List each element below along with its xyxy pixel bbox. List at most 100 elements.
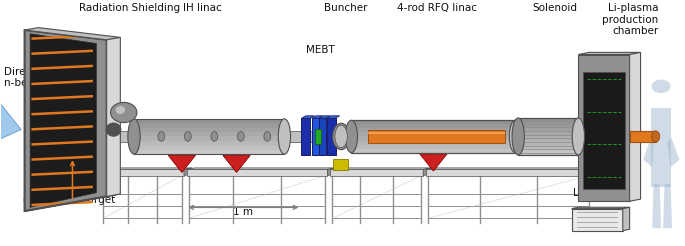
Polygon shape [578,52,640,55]
Ellipse shape [211,132,218,141]
FancyBboxPatch shape [315,129,321,144]
Polygon shape [327,116,340,118]
FancyBboxPatch shape [426,169,590,176]
Polygon shape [0,95,21,142]
Polygon shape [652,184,661,228]
FancyBboxPatch shape [186,169,327,176]
Polygon shape [312,116,323,118]
FancyBboxPatch shape [351,148,515,153]
FancyBboxPatch shape [351,144,515,149]
Polygon shape [301,116,314,118]
Ellipse shape [238,132,245,141]
Text: Li-plasma
production
chamber: Li-plasma production chamber [602,3,658,36]
Polygon shape [25,28,121,40]
Ellipse shape [110,102,137,123]
FancyBboxPatch shape [327,118,336,155]
FancyBboxPatch shape [101,169,184,176]
Polygon shape [643,138,653,167]
FancyBboxPatch shape [351,128,515,132]
FancyBboxPatch shape [134,145,284,150]
FancyBboxPatch shape [518,127,578,132]
Ellipse shape [184,132,191,141]
FancyBboxPatch shape [351,136,515,140]
Polygon shape [663,184,672,228]
Ellipse shape [264,132,271,141]
FancyBboxPatch shape [134,141,284,145]
FancyBboxPatch shape [351,124,515,128]
FancyBboxPatch shape [351,120,515,124]
FancyBboxPatch shape [134,136,284,141]
FancyBboxPatch shape [518,145,578,150]
Polygon shape [330,168,432,169]
Ellipse shape [106,123,121,136]
Polygon shape [426,168,599,169]
Ellipse shape [335,125,347,148]
FancyBboxPatch shape [578,55,630,201]
Ellipse shape [512,118,524,155]
FancyBboxPatch shape [330,169,423,176]
FancyBboxPatch shape [518,136,578,141]
Polygon shape [571,207,630,209]
Polygon shape [223,155,250,172]
FancyBboxPatch shape [369,132,506,134]
FancyBboxPatch shape [351,132,515,137]
FancyBboxPatch shape [134,123,284,128]
Polygon shape [623,207,630,231]
Text: Buncher: Buncher [324,3,368,13]
FancyBboxPatch shape [134,132,284,137]
Ellipse shape [510,120,521,153]
FancyBboxPatch shape [319,118,326,155]
Polygon shape [184,168,192,176]
FancyBboxPatch shape [518,141,578,146]
Polygon shape [30,34,97,207]
Text: Solenoid: Solenoid [532,3,577,13]
Text: Neutron
conversion target: Neutron conversion target [23,183,115,204]
Ellipse shape [572,118,584,155]
Polygon shape [667,138,680,167]
FancyBboxPatch shape [134,127,284,132]
FancyBboxPatch shape [134,119,284,123]
Ellipse shape [278,119,290,154]
Text: Directed
n-beam: Directed n-beam [4,67,49,88]
FancyBboxPatch shape [583,72,625,189]
FancyBboxPatch shape [301,118,310,155]
Ellipse shape [345,120,358,153]
FancyBboxPatch shape [518,150,578,155]
FancyBboxPatch shape [312,118,319,155]
Ellipse shape [158,132,165,141]
FancyBboxPatch shape [333,159,348,170]
Text: MEBT: MEBT [306,45,335,55]
Polygon shape [630,52,640,201]
FancyBboxPatch shape [284,131,317,142]
FancyBboxPatch shape [518,132,578,137]
Text: Laser: Laser [573,188,601,198]
Polygon shape [107,37,121,196]
Text: Radiation Shielding: Radiation Shielding [79,3,180,13]
Polygon shape [169,155,195,172]
FancyBboxPatch shape [518,122,578,127]
Text: 1 m: 1 m [234,207,253,217]
Ellipse shape [651,131,660,142]
Polygon shape [319,116,330,118]
FancyBboxPatch shape [350,131,351,142]
Text: IH linac: IH linac [183,3,222,13]
FancyBboxPatch shape [518,118,578,123]
FancyBboxPatch shape [515,131,518,142]
Polygon shape [101,168,192,169]
FancyBboxPatch shape [369,130,506,143]
FancyBboxPatch shape [121,131,134,142]
Ellipse shape [333,123,349,150]
Polygon shape [590,168,599,176]
Ellipse shape [651,80,671,93]
FancyBboxPatch shape [630,131,656,142]
FancyBboxPatch shape [351,140,515,145]
Polygon shape [25,30,107,211]
FancyBboxPatch shape [134,149,284,154]
Polygon shape [186,168,336,169]
Polygon shape [25,194,121,211]
Polygon shape [327,168,336,176]
Text: 4-rod RFQ linac: 4-rod RFQ linac [397,3,477,13]
FancyBboxPatch shape [571,209,623,231]
Polygon shape [423,168,432,176]
FancyBboxPatch shape [651,108,671,187]
